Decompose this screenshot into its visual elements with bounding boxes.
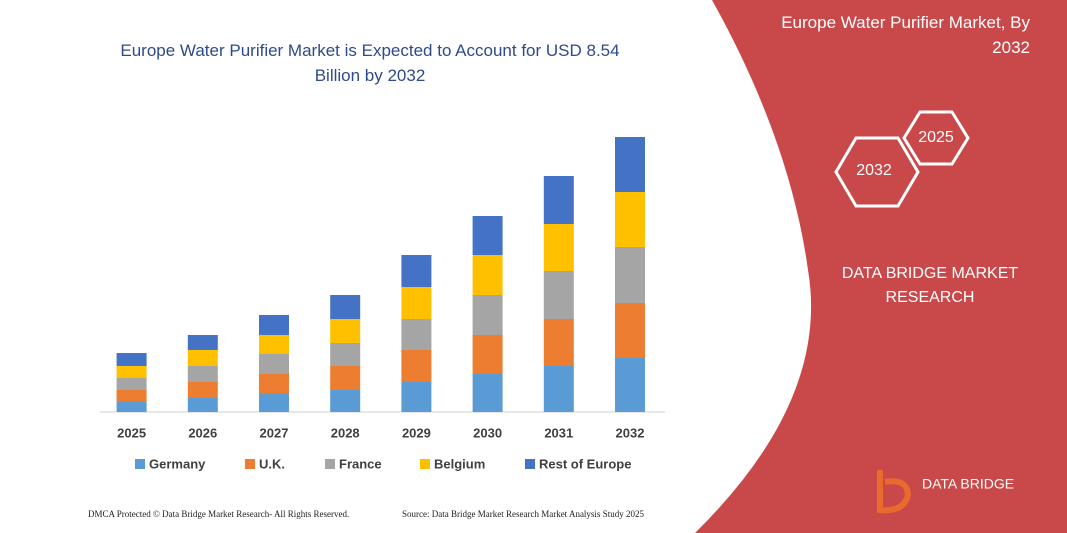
bar-segment <box>543 176 574 224</box>
hex-label: 2025 <box>918 129 954 146</box>
bar-segment <box>543 224 574 271</box>
bar-segment <box>401 319 432 350</box>
bar-segment <box>615 358 645 412</box>
legend-swatch <box>325 459 335 469</box>
x-tick-label: 2029 <box>402 425 431 440</box>
bar-segment <box>615 137 645 192</box>
bar-segment <box>259 335 289 354</box>
bar-segment <box>615 247 645 303</box>
legend-swatch <box>135 459 145 469</box>
bar-segment <box>543 319 574 366</box>
bar-segment <box>615 192 645 247</box>
bar-segment <box>259 394 289 412</box>
bar-segment <box>401 287 432 319</box>
chart-title: Europe Water Purifier Market is Expected… <box>120 41 620 85</box>
x-tick-label: 2027 <box>260 425 289 440</box>
bar-segment <box>187 382 218 398</box>
x-tick-label: 2025 <box>117 425 146 440</box>
bar-segment <box>472 335 503 374</box>
bar-segment <box>330 343 361 366</box>
bar-segment <box>116 366 147 378</box>
bar-segment <box>615 303 645 358</box>
bar-segment <box>259 374 289 394</box>
bar-segment <box>116 378 147 390</box>
logo-mark <box>877 470 912 514</box>
x-tick-label: 2032 <box>616 425 645 440</box>
bar-segment <box>259 354 289 374</box>
bar-segment <box>116 390 147 402</box>
bar-segment <box>472 374 503 412</box>
bar-segment <box>472 216 503 255</box>
logo-text: DATA BRIDGE <box>922 476 1014 492</box>
bar-segment <box>116 353 147 366</box>
brand-text: DATA BRIDGE MARKET RESEARCH <box>841 265 1019 306</box>
bar-segment <box>472 295 503 335</box>
x-tick-label: 2030 <box>473 425 502 440</box>
panel-title: Europe Water Purifier Market, By 2032 <box>781 13 1030 57</box>
x-tick-label: 2028 <box>331 425 360 440</box>
legend-swatch <box>525 459 535 469</box>
bar-segment <box>401 382 432 412</box>
bar-segment <box>116 402 147 412</box>
bar-segment <box>401 255 432 287</box>
bar-segment <box>330 390 361 412</box>
bar-segment <box>543 271 574 319</box>
legend-swatch <box>245 459 255 469</box>
bar-segment <box>187 335 218 350</box>
legend-label: Belgium <box>434 456 485 471</box>
x-tick-label: 2031 <box>544 425 573 440</box>
hexagon <box>834 136 920 208</box>
legend-label: Germany <box>149 456 206 471</box>
legend-swatch <box>420 459 430 469</box>
hexagon <box>902 110 970 166</box>
bar-segment <box>472 255 503 295</box>
bar-segment <box>187 398 218 412</box>
bar-segment <box>543 366 574 412</box>
footer-left: DMCA Protected © Data Bridge Market Rese… <box>88 509 350 519</box>
bar-segment <box>187 350 218 366</box>
bar-segment <box>187 366 218 382</box>
footer-right: Source: Data Bridge Market Research Mark… <box>402 509 644 519</box>
legend-label: France <box>339 456 382 471</box>
bar-segment <box>259 315 289 335</box>
bar-segment <box>330 366 361 390</box>
side-panel <box>695 0 1067 533</box>
bar-segment <box>330 295 361 319</box>
legend-label: U.K. <box>259 456 285 471</box>
hex-label: 2032 <box>856 162 892 179</box>
bar-segment <box>401 350 432 382</box>
bar-segment <box>330 319 361 343</box>
x-tick-label: 2026 <box>188 425 217 440</box>
legend-label: Rest of Europe <box>539 456 631 471</box>
